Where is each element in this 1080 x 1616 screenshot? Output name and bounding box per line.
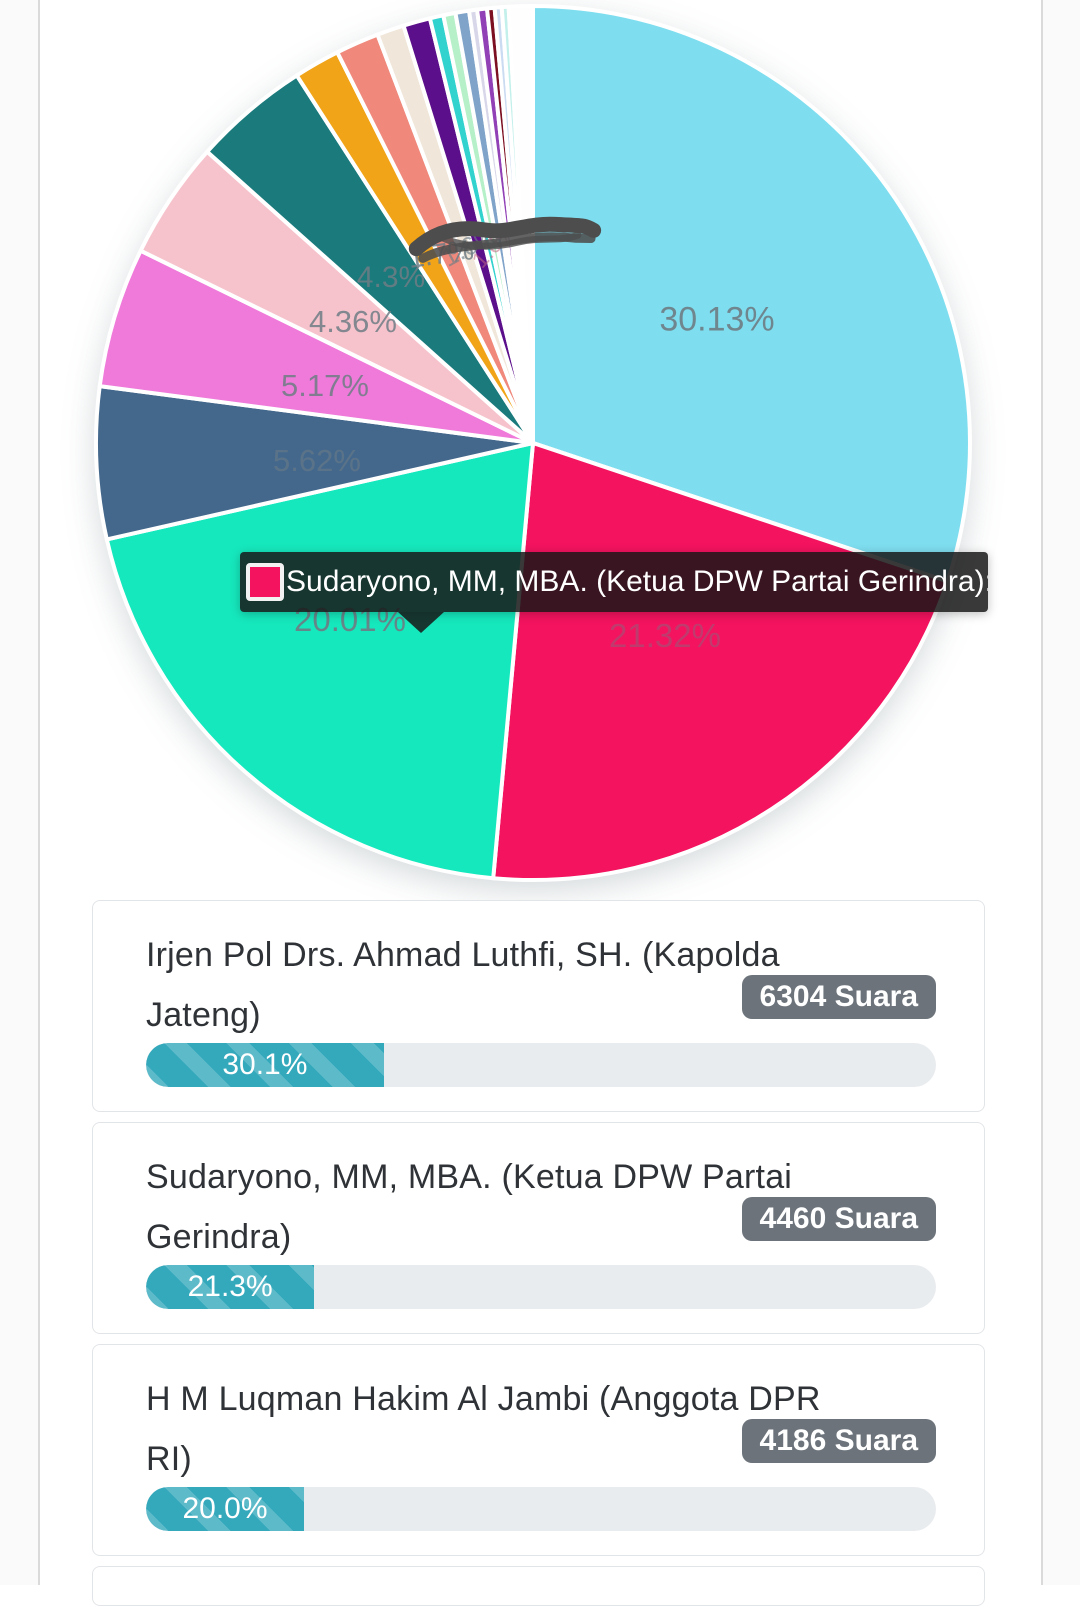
pie-slice[interactable] xyxy=(97,248,535,445)
progress-percent-label: 21.3% xyxy=(187,1270,273,1303)
chart-tooltip: Sudaryono, MM, MBA. (Ketua DPW Partai Ge… xyxy=(240,552,988,612)
legend-swatch-icon xyxy=(246,563,284,601)
progress-percent-label: 20.0% xyxy=(182,1492,268,1525)
pie-slice[interactable] xyxy=(531,4,972,584)
candidate-name: Irjen Pol Drs. Ahmad Luthfi, SH. (Kapold… xyxy=(146,936,780,1034)
progress-track: 21.3% xyxy=(146,1265,936,1309)
pie-slice[interactable] xyxy=(94,384,535,542)
redaction-scribble-icon xyxy=(408,216,602,263)
result-card[interactable]: Irjen Pol Drs. Ahmad Luthfi, SH. (Kapold… xyxy=(92,900,985,1112)
votes-badge: 6304 Suara xyxy=(741,975,936,1019)
progress-track: 20.0% xyxy=(146,1487,936,1531)
candidate-name: Sudaryono, MM, MBA. (Ketua DPW Partai Ge… xyxy=(146,1158,793,1256)
result-card-partial[interactable] xyxy=(92,1566,985,1606)
tooltip-caret-icon xyxy=(398,612,444,633)
pie-slice[interactable] xyxy=(104,441,535,881)
result-card[interactable]: Sudaryono, MM, MBA. (Ketua DPW Partai Ge… xyxy=(92,1122,985,1334)
pie-chart-svg[interactable] xyxy=(0,0,1080,890)
pie-chart: 30.13% 21.32% 20.01% 5.62% 5.17% 4.36% 4.3% 1.7… xyxy=(0,0,1080,890)
progress-fill: 21.3% xyxy=(146,1265,315,1309)
votes-badge: 4460 Suara xyxy=(741,1197,936,1241)
progress-fill: 30.1% xyxy=(146,1043,384,1087)
votes-badge: 4186 Suara xyxy=(741,1419,936,1463)
tooltip-label: Sudaryono, MM, MBA. (Ketua DPW Partai Ge… xyxy=(286,565,988,598)
progress-fill: 20.0% xyxy=(146,1487,304,1531)
result-card[interactable]: H M Luqman Hakim Al Jambi (Anggota DPR R… xyxy=(92,1344,985,1556)
progress-track: 30.1% xyxy=(146,1043,936,1087)
page-right-gutter xyxy=(1041,0,1080,1585)
results-list: Irjen Pol Drs. Ahmad Luthfi, SH. (Kapold… xyxy=(92,900,985,1616)
page-left-gutter xyxy=(0,0,40,1585)
progress-percent-label: 30.1% xyxy=(222,1048,308,1081)
candidate-name: H M Luqman Hakim Al Jambi (Anggota DPR R… xyxy=(146,1380,821,1478)
